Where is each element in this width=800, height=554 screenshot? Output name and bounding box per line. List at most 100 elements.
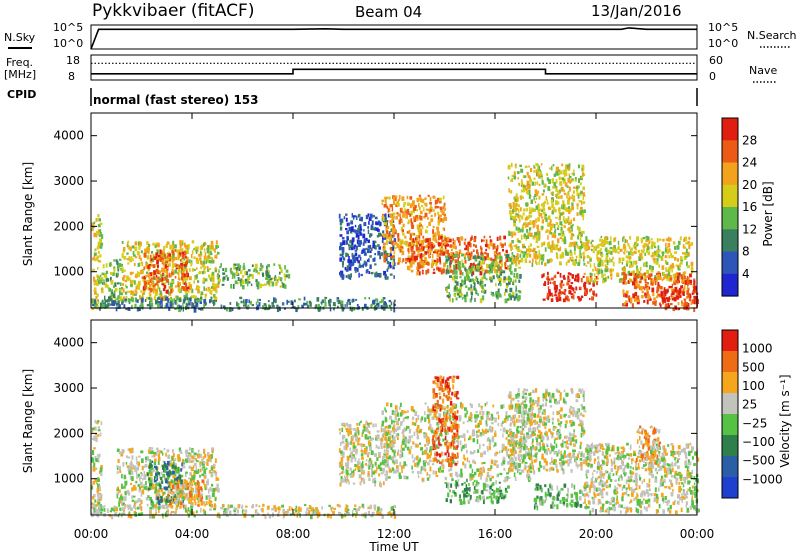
range-gate-cell [453,246,457,249]
range-gate-cell [121,486,124,490]
range-gate-cell [99,511,103,514]
range-gate-cell [346,230,350,235]
range-gate-cell [91,222,94,227]
range-gate-cell [148,287,151,291]
range-gate-cell [93,510,96,513]
range-gate-cell [393,224,395,228]
range-gate-cell [128,256,130,261]
range-gate-cell [648,273,652,278]
range-gate-cell [428,254,430,258]
range-gate-cell [468,278,472,283]
range-gate-cell [99,302,102,307]
range-gate-cell [202,260,206,265]
range-gate-cell [685,242,688,245]
range-gate-cell [166,241,170,245]
range-gate-cell [481,268,484,272]
range-gate-cell [481,290,483,293]
range-gate-cell [364,238,367,244]
range-gate-cell [527,175,531,179]
range-gate-cell [481,254,484,257]
range-gate-cell [113,508,116,512]
range-gate-cell [385,304,388,308]
range-gate-cell [339,220,343,226]
range-gate-cell [544,262,547,267]
range-gate-cell [601,261,604,267]
range-gate-cell [538,183,541,186]
range-gate-cell [171,511,174,513]
range-gate-cell [458,295,461,298]
range-gate-cell [430,247,433,251]
range-gate-cell [99,274,102,278]
range-gate-cell [687,288,690,293]
range-gate-cell [505,257,509,262]
range-gate-cell [157,276,160,279]
range-gate-cell [367,226,370,229]
range-gate-cell [181,257,183,262]
range-gate-cell [187,300,190,303]
range-gate-cell [330,514,332,519]
range-gate-cell [177,287,181,293]
range-gate-cell [165,260,169,263]
range-gate-cell [131,499,135,502]
range-gate-cell [138,477,141,482]
range-gate-cell [424,257,427,262]
range-gate-cell [166,471,170,476]
range-gate-cell [421,198,425,204]
range-gate-cell [91,307,95,310]
range-gate-cell [206,256,210,259]
range-gate-cell [367,245,370,249]
range-gate-cell [177,490,181,493]
range-gate-cell [137,285,140,289]
range-gate-cell [556,201,560,205]
range-gate-cell [641,249,644,253]
range-gate-cell [429,250,432,255]
range-gate-cell [213,508,216,511]
range-gate-cell [686,276,689,281]
range-gate-cell [170,275,173,278]
range-gate-cell [204,294,207,299]
range-gate-cell [579,235,582,238]
range-gate-cell [191,254,193,259]
range-gate-cell [132,251,135,255]
range-gate-cell [593,246,595,249]
range-gate-cell [200,507,202,513]
range-gate-cell [680,236,682,241]
range-gate-cell [119,470,122,473]
range-gate-cell [386,205,389,209]
range-gate-cell [469,298,472,303]
range-gate-cell [661,252,664,257]
range-gate-cell [93,232,97,238]
range-gate-cell [377,232,381,237]
range-gate-cell [512,215,515,219]
range-gate-cell [183,268,187,272]
range-gate-cell [168,462,172,467]
range-gate-cell [240,506,244,509]
range-gate-cell [537,230,540,234]
range-gate-cell [472,249,475,252]
range-gate-cell [629,259,631,264]
range-gate-cell [365,238,368,241]
range-gate-cell [483,272,486,275]
range-gate-cell [601,239,604,243]
range-gate-cell [554,228,557,234]
range-gate-cell [193,305,196,309]
range-gate-cell [686,307,690,311]
range-gate-cell [119,507,122,511]
range-gate-cell [358,230,360,234]
range-gate-cell [151,469,154,473]
range-gate-cell [632,273,635,277]
range-gate-cell [392,266,395,270]
range-gate-cell [458,261,461,265]
range-gate-cell [105,263,108,268]
range-gate-cell [195,484,197,487]
range-gate-cell [152,258,155,263]
range-gate-cell [260,264,264,269]
range-gate-cell [140,472,142,475]
range-gate-cell [546,199,548,202]
range-gate-cell [449,297,451,302]
range-gate-cell [163,246,166,251]
range-gate-cell [393,275,395,279]
range-gate-cell [133,504,136,509]
range-gate-cell [174,285,178,288]
range-gate-cell [118,263,122,268]
